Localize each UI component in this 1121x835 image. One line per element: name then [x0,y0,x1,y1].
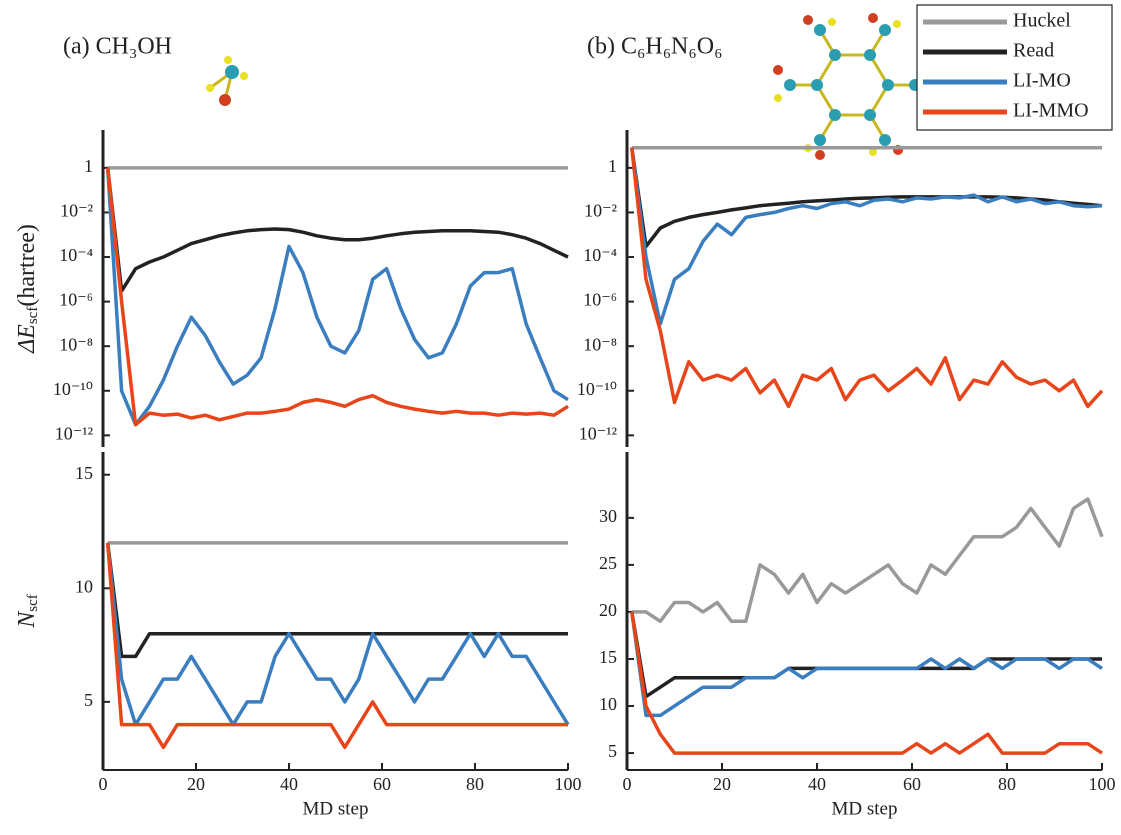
molecule-a [206,56,248,106]
panel-title: (a) CH₃OH [63,34,172,60]
y-tick-label: 10⁻¹² [55,423,93,443]
x-tick-label: 80 [466,774,484,794]
panel-title: (b) C₆H₆N₆O₆ [587,34,722,60]
y-tick-label: 5 [84,690,93,710]
figure: 110⁻²10⁻⁴10⁻⁶10⁻⁸10⁻¹⁰10⁻¹²(a) CH₃OHΔEsc… [0,0,1121,835]
x-tick-label: 40 [808,774,826,794]
y-tick-label: 10⁻⁸ [583,334,617,354]
x-axis-label: MD step [303,798,369,819]
y-tick-label: 15 [599,647,617,667]
y-tick-label: 20 [599,600,617,620]
y-tick-label: 10⁻⁶ [59,290,93,310]
series-line [108,543,568,747]
y-tick-label: 10⁻¹⁰ [577,379,617,399]
x-axis-label: MD step [832,798,898,819]
series-line [108,543,568,657]
series-line [632,148,1102,247]
y-tick-label: 10⁻⁶ [583,290,617,310]
y-label-main: ΔE [14,324,40,354]
series-line [632,612,1102,697]
series-line [108,168,568,425]
series-line [632,612,1102,753]
y-tick-label: 1 [84,156,93,176]
y-tick-label: 10⁻¹² [579,423,617,443]
y-tick-label: 1 [608,156,617,176]
y-tick-label: 15 [75,463,93,483]
legend-label: LI-MMO [1013,100,1089,122]
y-tick-label: 25 [599,553,617,573]
x-tick-label: 100 [555,774,582,794]
series-line [632,499,1102,621]
x-tick-label: 40 [280,774,298,794]
y-label-sub: scf [25,594,41,612]
y-axis-label: Nscf [14,594,42,629]
y-tick-label: 10⁻⁴ [583,245,617,265]
y-label-unit: (hartree) [14,224,40,307]
x-tick-label: 20 [713,774,731,794]
y-tick-label: 10⁻⁸ [59,334,93,354]
x-tick-label: 0 [623,774,632,794]
y-tick-label: 10⁻² [584,201,617,221]
y-tick-label: 10⁻⁴ [59,245,93,265]
y-tick-label: 10⁻¹⁰ [53,379,93,399]
series-line [632,612,1102,716]
y-axis-label: ΔEscf(hartree) [14,224,42,354]
x-tick-label: 60 [373,774,391,794]
legend-label: Read [1013,40,1054,62]
x-tick-label: 60 [903,774,921,794]
x-tick-label: 100 [1089,774,1116,794]
series-line [632,148,1102,407]
y-tick-label: 10⁻² [60,201,93,221]
molecule-b [773,13,932,160]
x-tick-label: 0 [99,774,108,794]
y-label-sub: scf [25,307,41,325]
legend-label: Huckel [1013,10,1071,32]
x-tick-label: 20 [187,774,205,794]
y-tick-label: 30 [599,506,617,526]
series-line [632,148,1102,324]
y-tick-label: 10 [599,694,617,714]
y-tick-label: 10 [75,576,93,596]
series-line [108,168,568,425]
y-tick-label: 5 [608,741,617,761]
x-tick-label: 80 [998,774,1016,794]
legend-label: LI-MO [1013,70,1071,92]
